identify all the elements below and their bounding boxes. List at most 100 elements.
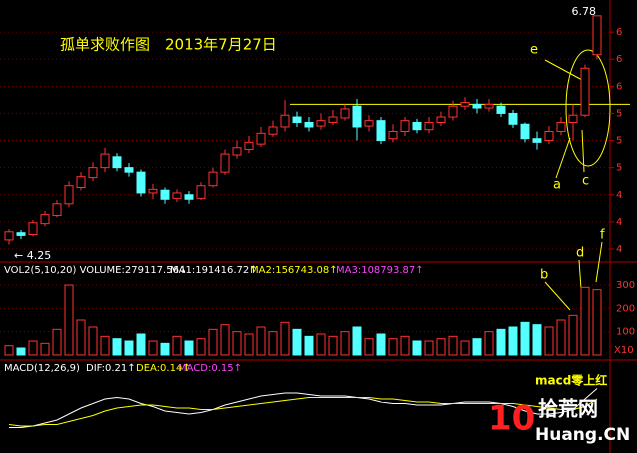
macd-line <box>8 397 598 427</box>
volume-bar <box>256 326 266 356</box>
candle-body <box>388 131 398 140</box>
candle-body <box>328 116 338 123</box>
candle-body <box>244 141 254 151</box>
annotation: d <box>576 246 584 261</box>
annotation: b <box>540 268 548 283</box>
candle-body <box>268 126 278 135</box>
legend-item: MACD:0.15↑ <box>178 363 242 374</box>
watermark: 10 <box>488 399 535 439</box>
volume-bar <box>544 326 554 356</box>
y-tick-label: 4 <box>616 244 622 255</box>
volume-bar <box>280 321 290 356</box>
volume-bar <box>472 338 482 356</box>
candle-body <box>112 156 122 169</box>
volume-bar <box>124 340 134 356</box>
candle-body <box>4 231 14 241</box>
volume-bar <box>208 328 218 356</box>
pointer <box>581 129 585 173</box>
volume-bar <box>412 340 422 356</box>
volume-bar <box>460 340 470 356</box>
candle-body <box>568 114 578 123</box>
legend-item: MA2:156743.08↑ <box>250 265 338 276</box>
watermark: Huang.CN <box>535 425 630 445</box>
volume-bar <box>160 342 170 356</box>
y-tick-label: 6 <box>616 54 622 65</box>
highlight-ellipse <box>565 49 611 167</box>
volume-bar <box>76 319 86 356</box>
low-label: ← 4.25 <box>14 249 51 262</box>
candle-body <box>532 138 542 143</box>
candle-body <box>448 105 458 118</box>
annotation: f <box>600 228 605 243</box>
legend-item: MA3:108793.87↑ <box>336 265 424 276</box>
y-tick-label: 4 <box>616 190 622 201</box>
pointer <box>544 59 583 81</box>
chart-title: 孤单求败作图 2013年7月27日 <box>60 36 277 54</box>
volume-bar <box>64 284 74 356</box>
volume-bar <box>580 286 590 356</box>
volume-bar <box>28 340 38 356</box>
candle-body <box>556 121 566 133</box>
candle-body <box>364 120 374 127</box>
candle-body <box>436 116 446 123</box>
candle-body <box>280 114 290 128</box>
candle-body <box>196 185 206 199</box>
y-tick-label: 5 <box>616 136 622 147</box>
annotation: e <box>530 43 538 58</box>
y-tick-label: 300 <box>616 280 635 291</box>
candle-body <box>592 15 602 56</box>
volume-bar <box>592 289 602 356</box>
annotation: c <box>582 174 589 189</box>
volume-bar <box>220 324 230 356</box>
candle-body <box>580 67 590 116</box>
legend-item: DEA:0.14↑ <box>136 363 191 374</box>
watermark: 拾荒网 <box>538 397 598 421</box>
candle-body <box>40 214 50 225</box>
legend-item: MACD(12,26,9) <box>4 363 80 374</box>
candle-body <box>148 188 158 194</box>
legend-item: MA1:191416.72↑ <box>170 265 258 276</box>
candle-body <box>100 153 110 169</box>
volume-bar <box>40 342 50 356</box>
y-tick-label: 5 <box>616 108 622 119</box>
pointer <box>555 137 571 179</box>
candle-body <box>172 192 182 199</box>
candle-body <box>208 171 218 187</box>
candle-body <box>424 121 434 131</box>
candle-body <box>484 103 494 109</box>
volume-bar <box>268 331 278 356</box>
volume-bar <box>148 340 158 356</box>
volume-bar <box>328 335 338 356</box>
candle-body <box>508 112 518 125</box>
candle-body <box>520 123 530 140</box>
candle-body <box>136 171 146 194</box>
volume-bar <box>424 340 434 356</box>
unit-label: X10 <box>614 345 634 356</box>
volume-bar <box>292 328 302 356</box>
candle-body <box>292 116 302 123</box>
pointer <box>544 281 571 311</box>
volume-bar <box>520 321 530 356</box>
volume-bar <box>400 335 410 356</box>
annotation: a <box>553 178 561 193</box>
volume-bar <box>112 338 122 356</box>
volume-bar <box>172 335 182 356</box>
volume-bar <box>88 326 98 356</box>
candle-body <box>232 147 242 156</box>
volume-bar <box>388 338 398 356</box>
candle-body <box>64 185 74 205</box>
y-tick-label: 6 <box>616 27 622 38</box>
candle-body <box>28 222 38 236</box>
volume-bar <box>100 335 110 356</box>
volume-bar <box>4 345 14 356</box>
candle-body <box>472 103 482 109</box>
volume-bar <box>316 333 326 356</box>
candle-body <box>376 120 386 142</box>
y-tick-label: 5 <box>616 163 622 174</box>
candle-body <box>496 105 506 114</box>
pointer <box>595 241 603 283</box>
candle-body <box>304 121 314 128</box>
y-tick-label: 6 <box>616 81 622 92</box>
candle-body <box>160 189 170 200</box>
